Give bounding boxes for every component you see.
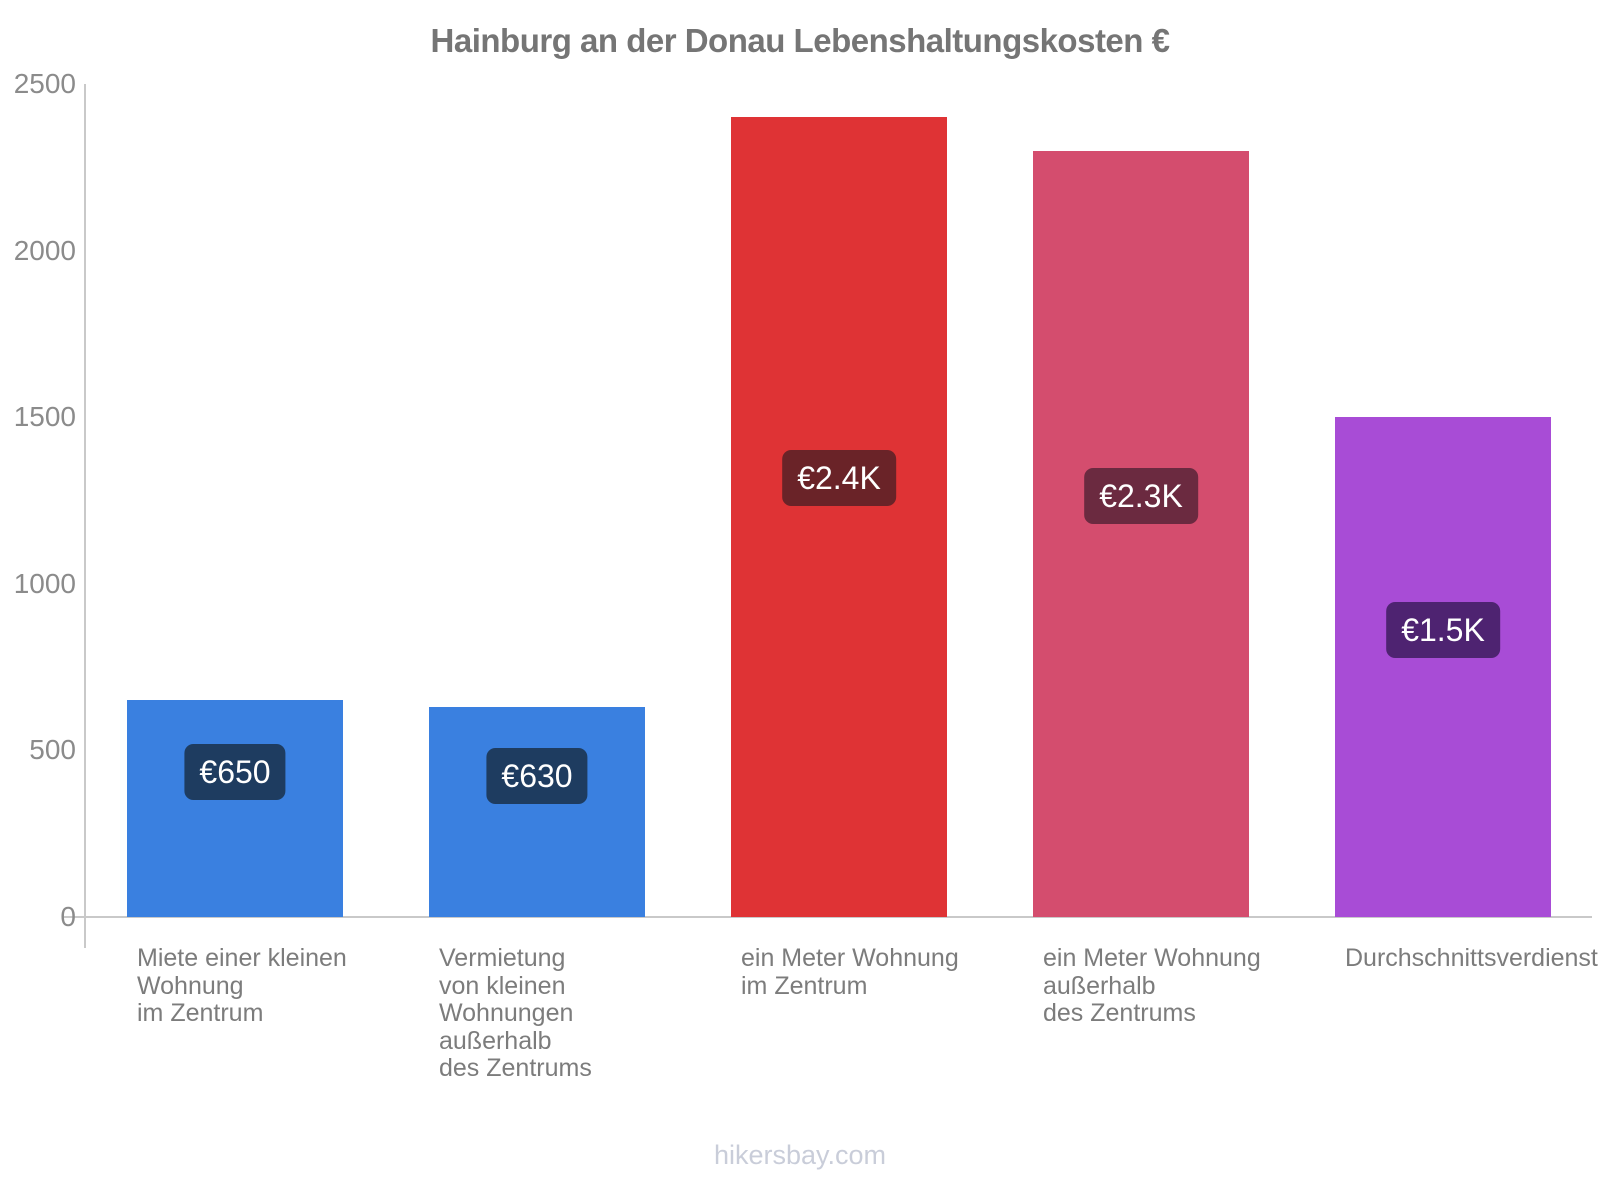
y-axis-tick-label: 500 (29, 734, 76, 766)
x-axis-category-label-line: Durchschnittsverdienst (1345, 944, 1598, 972)
x-axis-category-label-line: von kleinen (439, 971, 566, 1000)
x-axis-category-label: ein Meter Wohnung im Zentrum (741, 944, 1001, 1000)
x-axis-category-label-line: des Zentrums (1043, 999, 1196, 1027)
x-axis-category-label-line: Vermietung (439, 944, 566, 972)
y-axis-tick-label: 1000 (13, 567, 76, 599)
bar-value-label: €2.3K (1084, 468, 1198, 524)
x-axis-category-label-line: Wohnungen (439, 999, 574, 1027)
x-axis-category-label: Vermietung von kleinen Wohnungen außerhalb d… (439, 944, 699, 1083)
x-axis-category-label: Durchschnittsverdienst (1345, 944, 1600, 973)
x-axis-category-label-line: Miete einer kleinen (137, 944, 347, 972)
bar-value-label: €650 (184, 744, 286, 800)
x-axis-line (64, 916, 1592, 918)
y-axis-tick-label: 0 (60, 901, 76, 932)
bar (127, 700, 343, 917)
bar-value-label: €1.5K (1386, 602, 1500, 658)
chart-title: Hainburg an der Donau Lebenshaltungskost… (430, 22, 1170, 59)
x-axis-category-label-line: des Zentrums (439, 1054, 592, 1082)
bar (1335, 417, 1551, 917)
x-axis-category-label: ein Meter Wohnung außerhalb des Zentrums (1043, 944, 1303, 1028)
x-axis-category-label-line: außerhalb (439, 1026, 552, 1055)
x-axis-category-label-line: ein Meter Wohnung (741, 944, 959, 972)
bar (731, 117, 947, 917)
y-axis-line (84, 84, 86, 948)
y-axis-tick-label: 2000 (13, 234, 76, 266)
bar-value-label: €2.4K (782, 450, 896, 506)
x-axis-category-label-line: im Zentrum (137, 999, 264, 1027)
bar (1033, 150, 1249, 917)
watermark-text: hikersbay.com (713, 1140, 887, 1170)
y-axis-tick-label: 1500 (13, 401, 76, 433)
y-axis-tick-label: 2500 (13, 68, 76, 99)
x-axis-category-label-line: Wohnung (137, 971, 244, 1000)
x-axis-category-label: Miete einer kleinen Wohnung im Zentrum (137, 944, 397, 1028)
bar (429, 707, 645, 917)
bar-value-label: €630 (486, 748, 588, 804)
x-axis-category-label-line: ein Meter Wohnung (1043, 944, 1261, 972)
x-axis-category-label-line: im Zentrum (741, 971, 868, 1000)
x-axis-category-label-line: außerhalb (1043, 971, 1156, 1000)
